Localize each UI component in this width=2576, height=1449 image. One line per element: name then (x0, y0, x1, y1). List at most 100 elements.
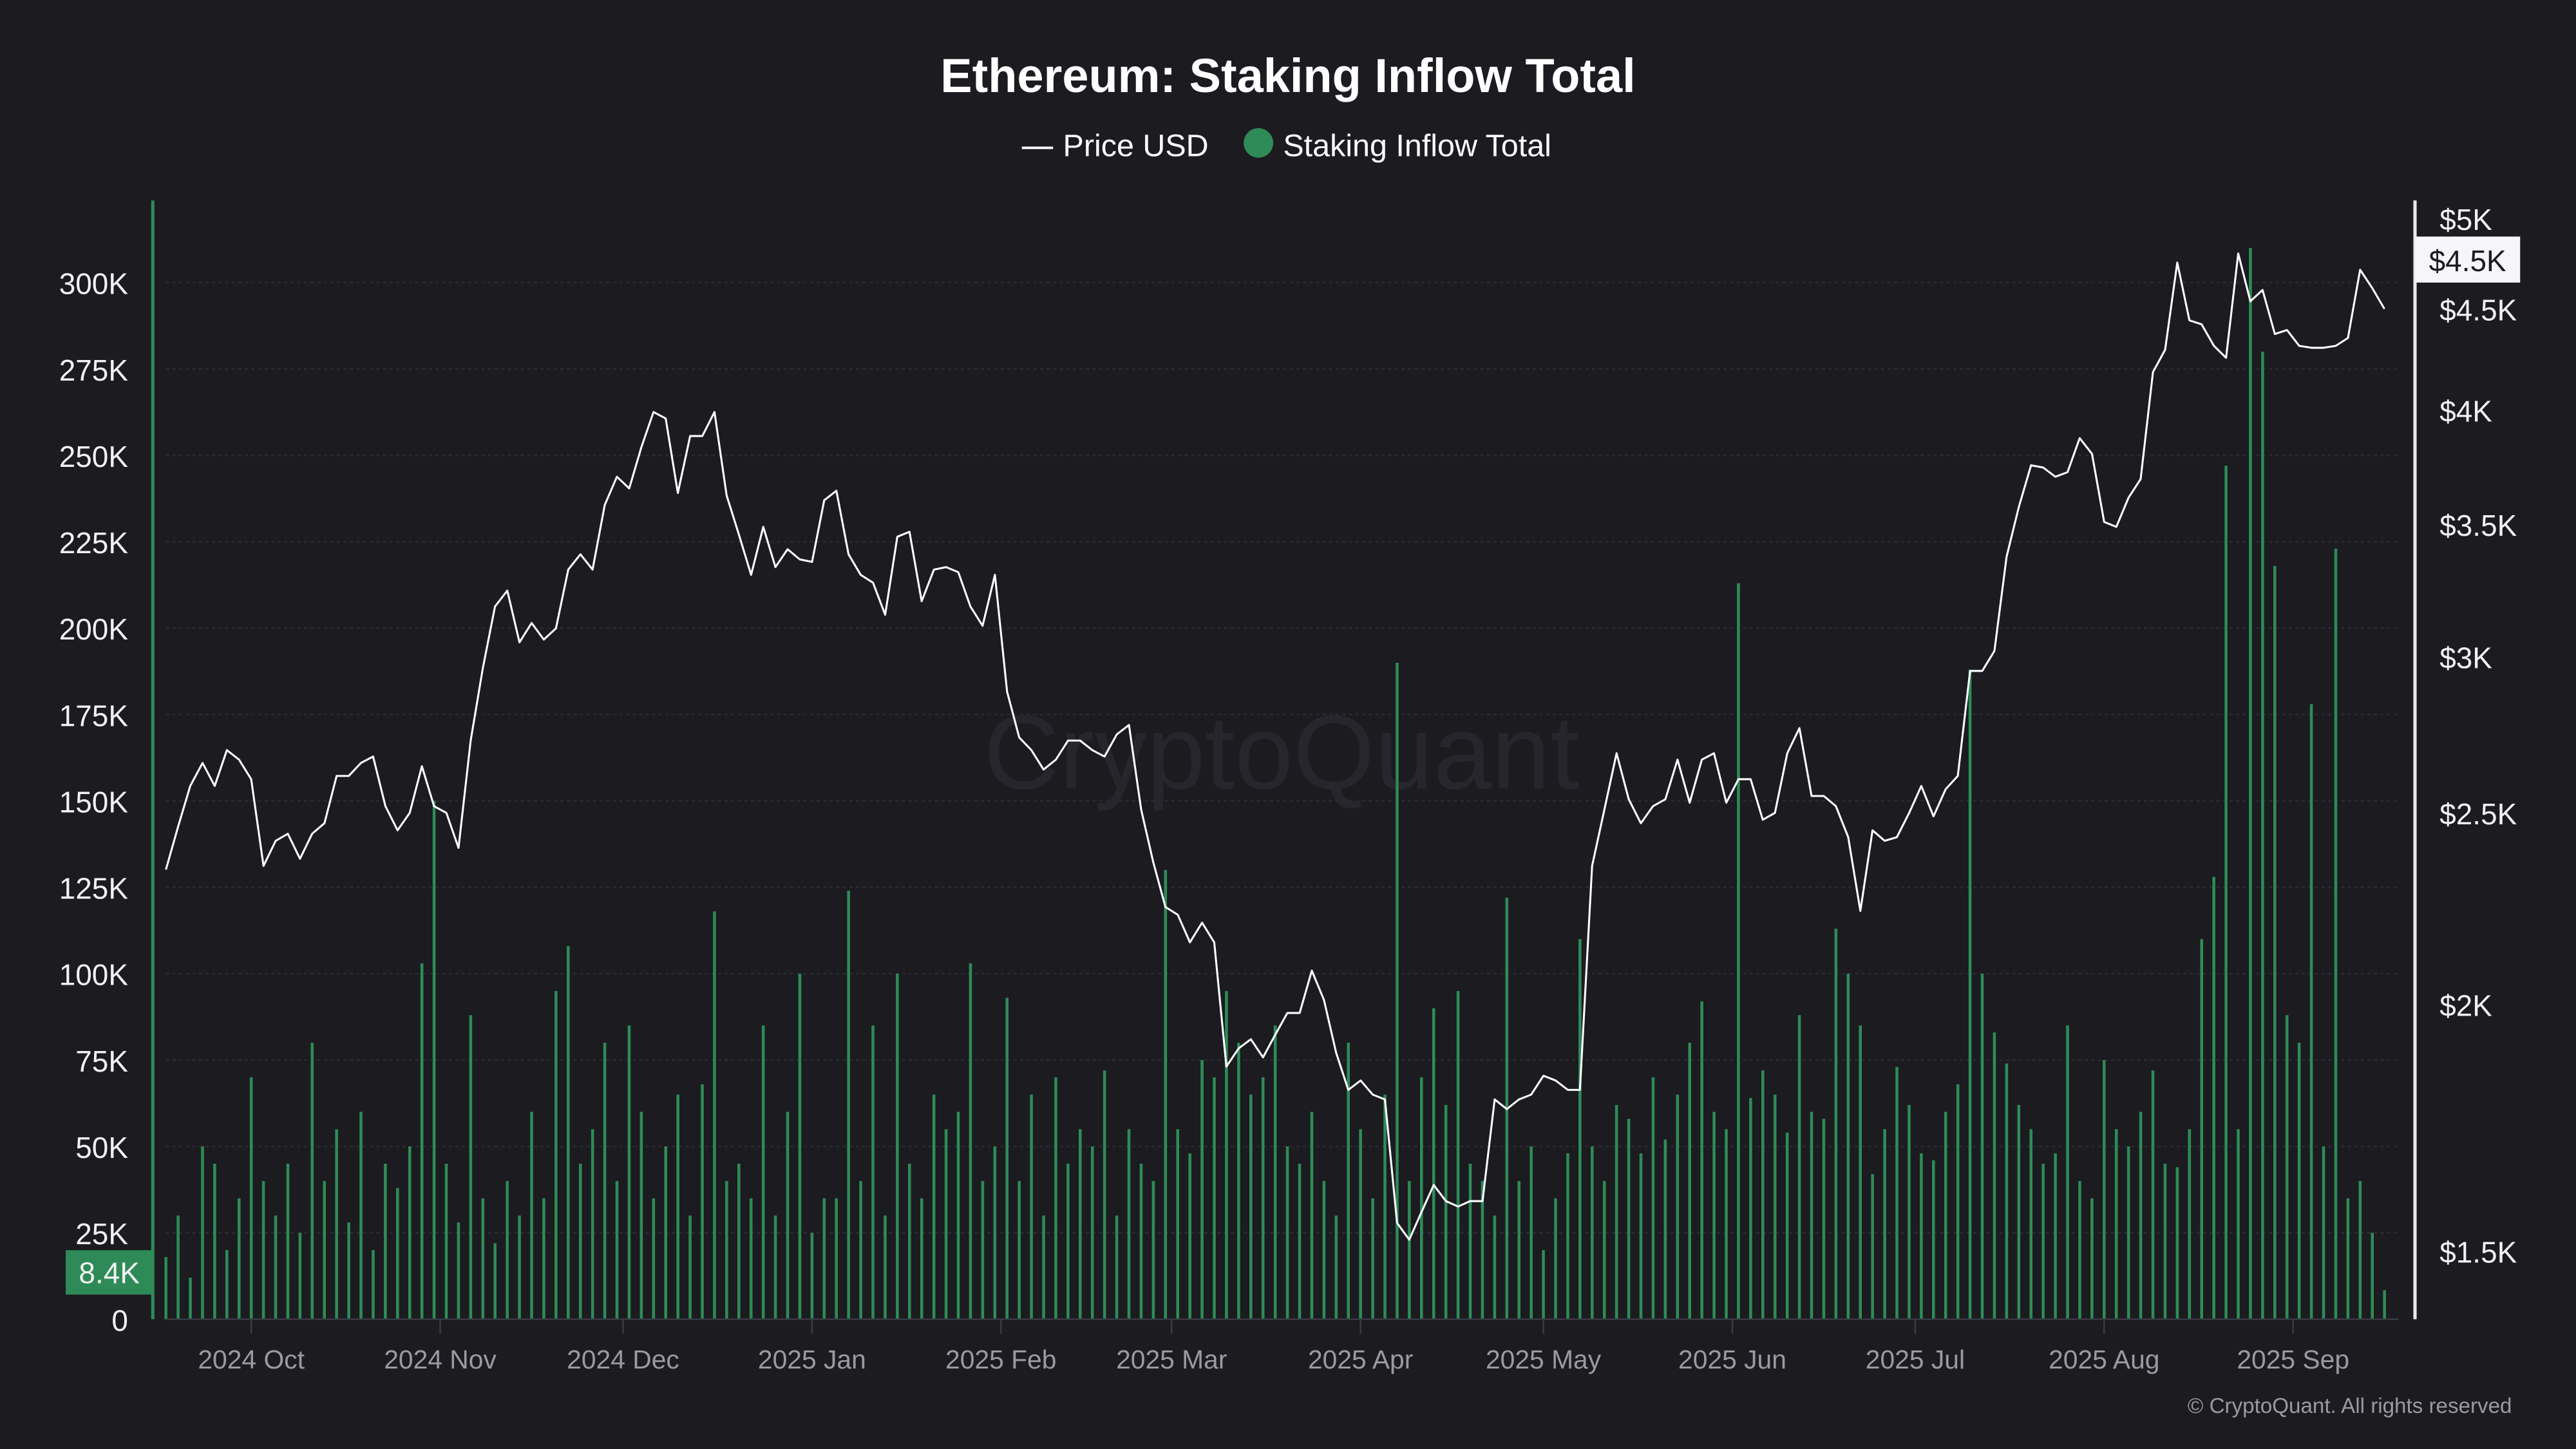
staking-inflow-bar (237, 1198, 241, 1320)
staking-inflow-bar (1761, 1070, 1765, 1320)
staking-inflow-bar (1127, 1129, 1131, 1320)
staking-inflow-bar (542, 1198, 545, 1320)
left-tick-label: 300K (59, 267, 129, 301)
staking-inflow-bar (2358, 1180, 2362, 1320)
staking-inflow-bar (1396, 662, 1399, 1320)
left-tick-label: 125K (59, 872, 129, 905)
staking-inflow-bar (1005, 998, 1009, 1320)
x-axis-ticks: 2024 Oct 2024 Nov 2024 Dec 2025 Jan 2025 Feb… (198, 1319, 2349, 1374)
staking-inflow-bar (1968, 669, 1972, 1320)
staking-inflow-bar (1773, 1094, 1777, 1320)
staking-inflow-bar (323, 1180, 327, 1320)
staking-inflow-bar (1273, 1025, 1277, 1320)
staking-inflow-bar (737, 1164, 741, 1320)
staking-inflow-bar (1859, 1025, 1862, 1320)
staking-inflow-bar (884, 1215, 887, 1320)
staking-inflow-bar (1432, 1008, 1435, 1320)
staking-inflow-bar (1932, 1160, 1935, 1320)
staking-inflow-bar (1115, 1215, 1119, 1320)
staking-inflow-bar (761, 1025, 765, 1320)
x-tick-label: 2025 Jan (758, 1345, 866, 1374)
staking-inflow-bar (749, 1198, 753, 1320)
staking-inflow-bar (1285, 1146, 1289, 1320)
staking-inflow-bar (481, 1198, 485, 1320)
staking-inflow-bar (907, 1164, 911, 1320)
x-tick-label: 2025 Apr (1308, 1345, 1413, 1374)
staking-inflow-bar (1164, 869, 1168, 1320)
staking-inflow-bar (871, 1025, 875, 1320)
staking-inflow-bar (1456, 990, 1460, 1320)
staking-inflow-bar (1822, 1119, 1826, 1320)
staking-inflow-bar (1737, 583, 1740, 1320)
staking-inflow-bar (1627, 1119, 1631, 1320)
staking-inflow-bar (372, 1250, 375, 1320)
staking-inflow-bar (384, 1164, 387, 1320)
staking-inflow-bar (2346, 1198, 2350, 1320)
staking-inflow-bar (1846, 973, 1850, 1320)
staking-inflow-bar (1225, 990, 1228, 1320)
staking-inflow-bar (2309, 704, 2313, 1320)
staking-inflow-bar (1151, 1180, 1155, 1320)
staking-inflow-bar (1078, 1129, 1082, 1320)
staking-inflow-bar (457, 1222, 460, 1320)
legend-price-label[interactable]: Price USD (1063, 128, 1209, 163)
left-tick-label: 175K (59, 699, 129, 732)
staking-inflow-bar (932, 1094, 936, 1320)
staking-inflow-bar (189, 1278, 192, 1320)
staking-inflow-bar (591, 1129, 594, 1320)
staking-inflow-bar (2041, 1164, 2045, 1320)
staking-inflow-bar (1334, 1215, 1338, 1320)
staking-inflow-bar (1310, 1112, 1314, 1320)
staking-inflow-bar (688, 1215, 692, 1320)
x-tick-label: 2025 Mar (1116, 1345, 1227, 1374)
staking-inflow-bar (432, 800, 436, 1320)
staking-inflow-bar (2273, 565, 2277, 1320)
staking-inflow-bar (664, 1146, 668, 1320)
last-inflow-badge (66, 1250, 153, 1295)
staking-inflow-bar (347, 1222, 350, 1320)
staking-inflow-bar (1103, 1070, 1106, 1320)
x-tick-label: 2025 Feb (945, 1345, 1056, 1374)
staking-inflow-bar (1018, 1180, 1021, 1320)
left-tick-label: 150K (59, 785, 129, 819)
watermark: CryptoQuant (983, 693, 1580, 811)
staking-inflow-bar (1481, 1180, 1484, 1320)
left-tick-label: 75K (75, 1045, 128, 1078)
staking-inflow-bar (1261, 1077, 1265, 1320)
staking-inflow-bar (2322, 1146, 2325, 1320)
staking-inflow-bar (1517, 1180, 1521, 1320)
staking-inflow-bar (2078, 1180, 2081, 1320)
staking-inflow-bar (2175, 1167, 2179, 1320)
price-line (165, 252, 2385, 1241)
staking-inflow-bar (249, 1077, 253, 1320)
price-usd-line (165, 252, 2385, 1241)
staking-inflow-bar (567, 945, 570, 1320)
staking-inflow-bar (274, 1215, 278, 1320)
staking-inflow-bar (1688, 1043, 1692, 1320)
staking-inflow-bar (1883, 1129, 1886, 1320)
staking-inflow-bar (1956, 1084, 1960, 1320)
staking-inflow-bar (554, 990, 558, 1320)
staking-inflow-bar (1810, 1112, 1814, 1320)
staking-inflow-bar (2297, 1043, 2301, 1320)
staking-inflow-bar (627, 1025, 631, 1320)
staking-inflow-bar (359, 1112, 363, 1320)
staking-inflow-bar (798, 973, 802, 1320)
staking-inflow-bar (2163, 1164, 2167, 1320)
staking-inflow-bar (1542, 1250, 1545, 1320)
staking-inflow-bar (1347, 1043, 1350, 1320)
staking-inflow-bar (2249, 248, 2252, 1320)
staking-inflow-bar (676, 1094, 679, 1320)
staking-inflow-bar (1090, 1146, 1094, 1320)
staking-inflow-bar (1615, 1104, 1618, 1320)
staking-inflow-bar (1676, 1094, 1680, 1320)
staking-inflow-bar (2224, 466, 2228, 1320)
legend-staking-label[interactable]: Staking Inflow Total (1283, 128, 1551, 163)
right-tick-label: $5K (2439, 203, 2492, 236)
staking-inflow-bar (493, 1243, 497, 1320)
staking-inflow-bar (956, 1112, 960, 1320)
staking-inflow-bar (2151, 1070, 2155, 1320)
staking-inflow-bar (2066, 1025, 2069, 1320)
staking-inflow-bar (1920, 1153, 1923, 1320)
